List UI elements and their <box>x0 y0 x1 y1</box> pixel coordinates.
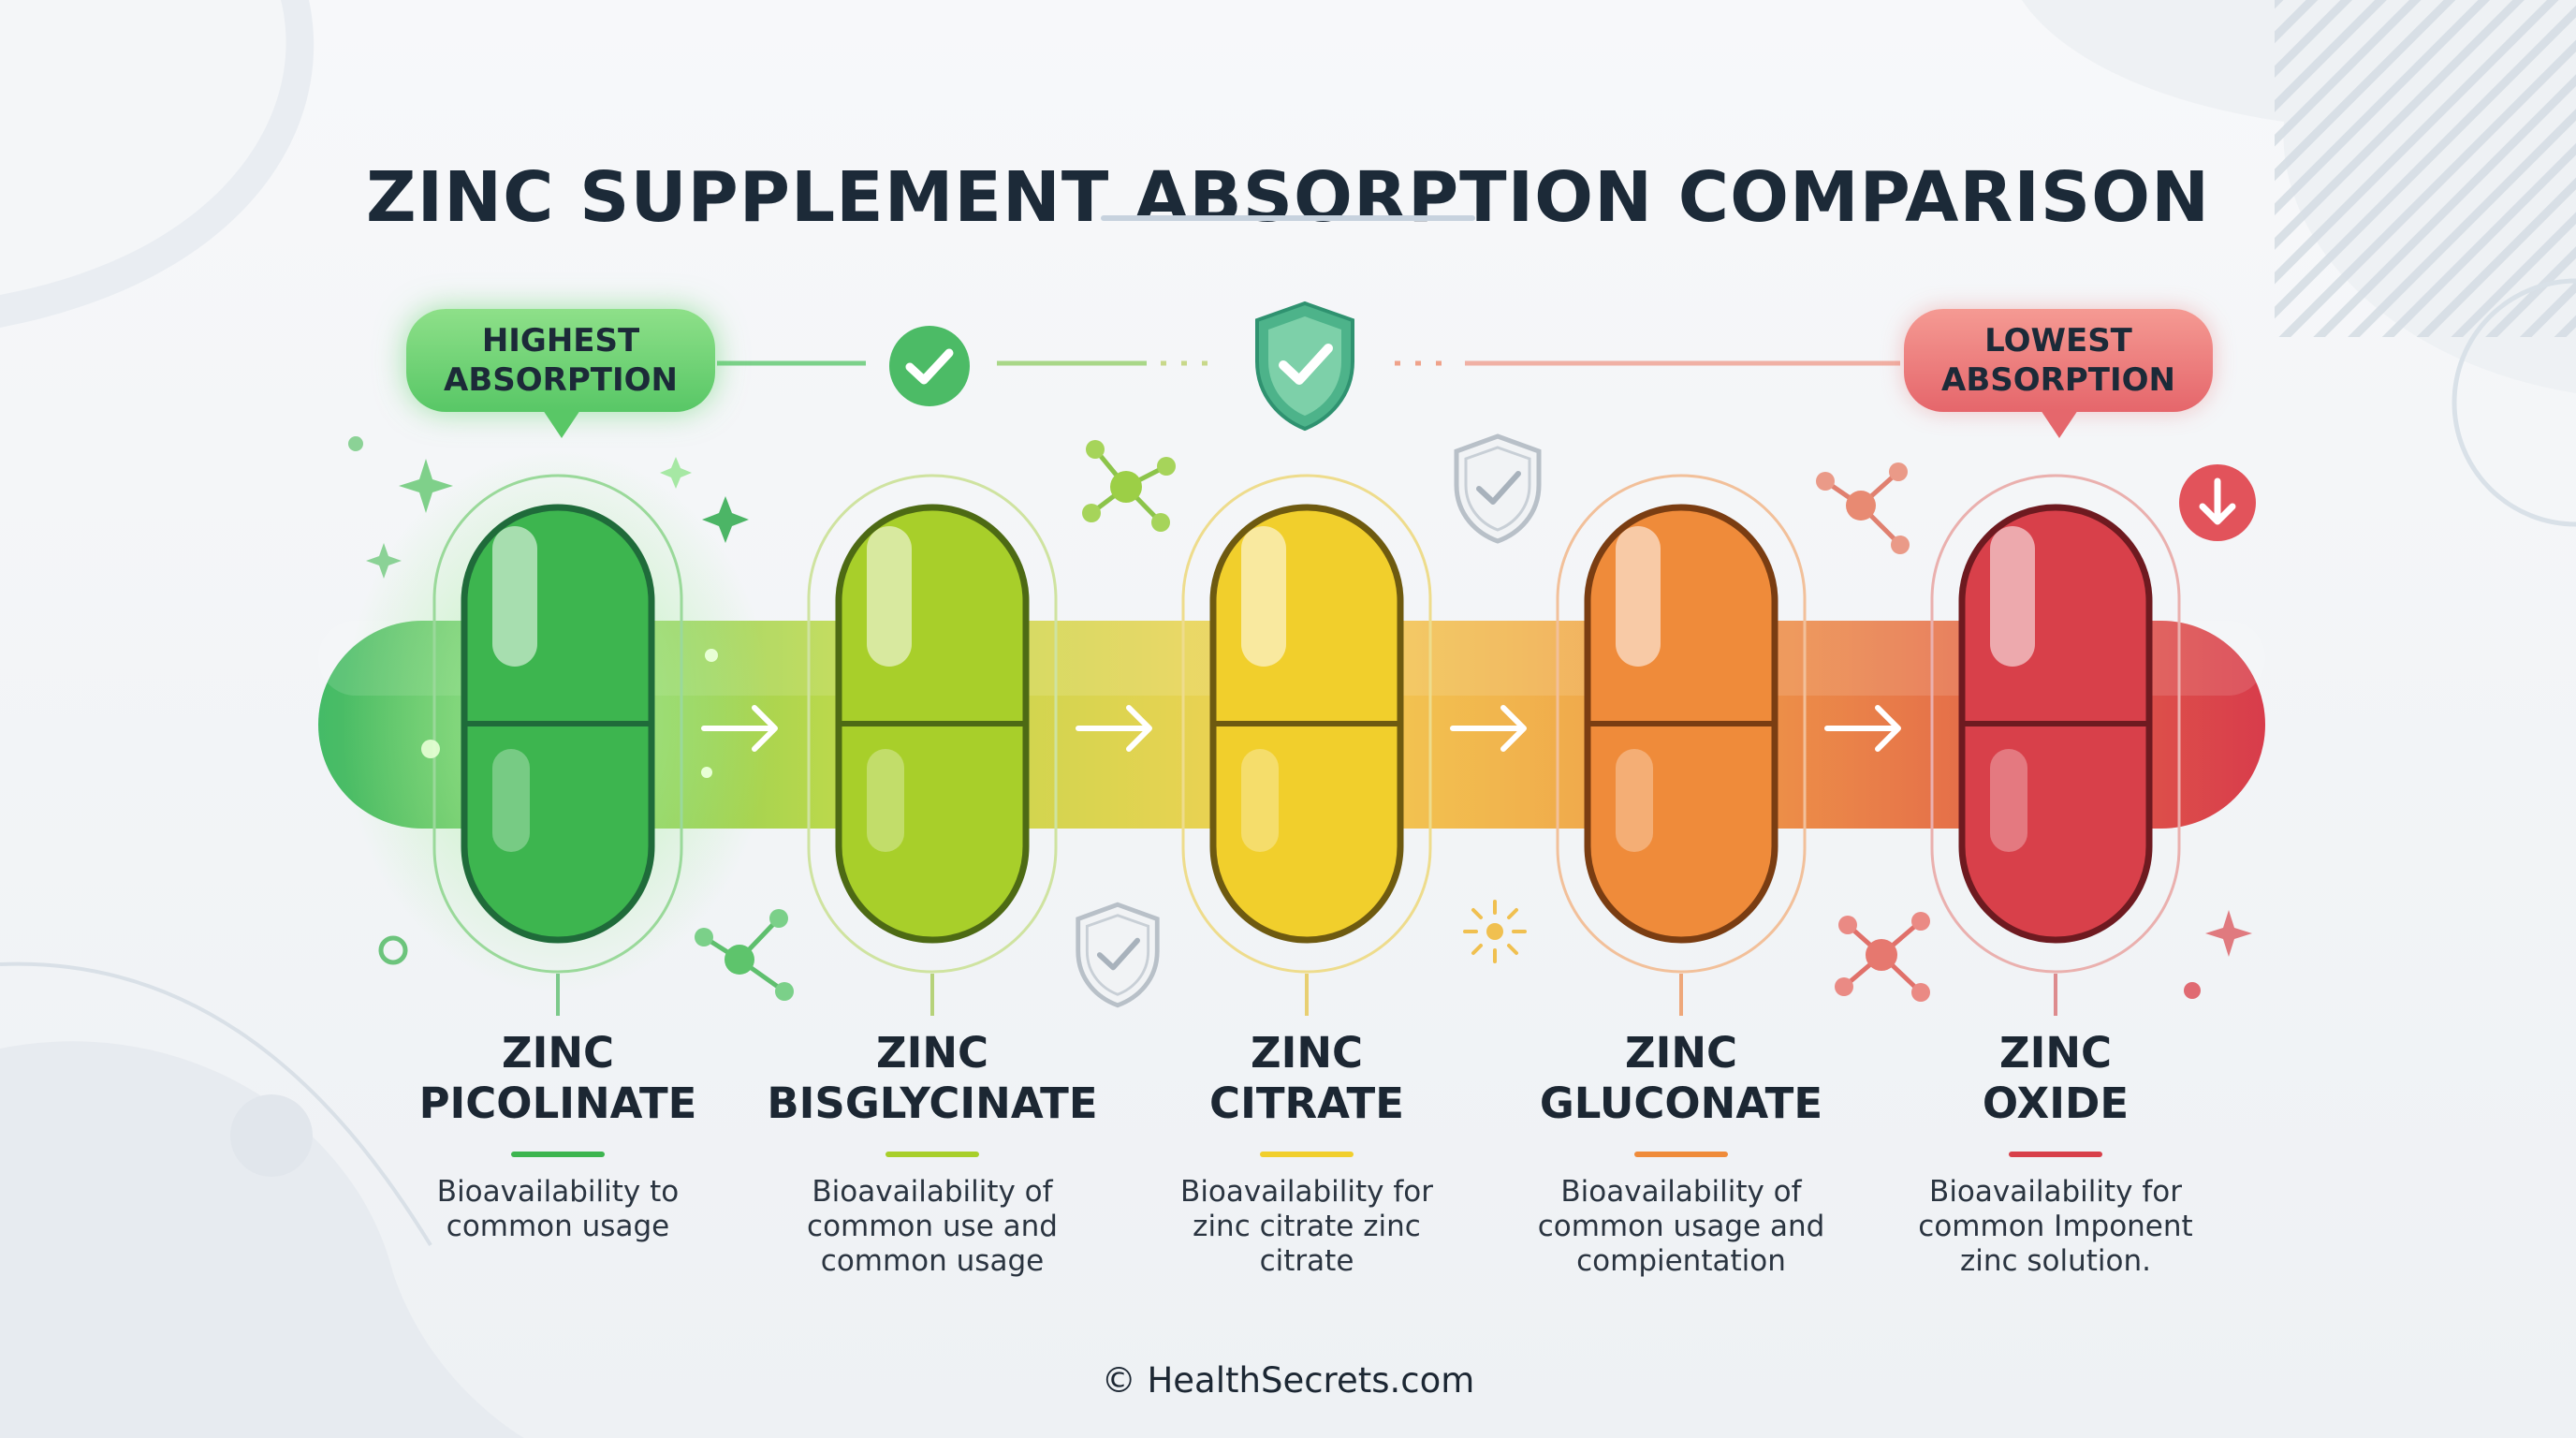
name-line: ZINC <box>1998 1028 2113 1078</box>
name-line: GLUCONATE <box>1539 1078 1823 1128</box>
title-underline <box>1101 215 1475 221</box>
desc-line: zinc citrate zinc <box>1193 1210 1421 1243</box>
molecule-icon <box>1816 462 1910 554</box>
copyright-footer: © HealthSecrets.com <box>1101 1360 1475 1401</box>
shield-outline-icon <box>1076 902 1160 1008</box>
desc-line: common use and <box>807 1210 1058 1243</box>
check-circle-icon <box>889 326 970 406</box>
supplement-name-picolinate: ZINC PICOLINATE <box>371 1028 745 1129</box>
supplement-description: Bioavailability of common use and common… <box>745 1175 1120 1279</box>
name-underline <box>886 1152 979 1157</box>
desc-line: Bioavailability of <box>812 1175 1053 1209</box>
down-arrow-circle-icon <box>2179 464 2256 541</box>
lowest-absorption-tag: LOWEST ABSORPTION <box>1904 309 2213 412</box>
capsule-zinc-oxide <box>1930 474 2181 974</box>
desc-line: common usage and <box>1537 1210 1825 1243</box>
arrow-right-icon <box>701 705 778 752</box>
supplement-description: Bioavailability to common usage <box>371 1175 745 1244</box>
supplement-name-bisglycinate: ZINC BISGLYCINATE <box>745 1028 1120 1129</box>
capsule-zinc-gluconate <box>1556 474 1807 974</box>
arrow-right-icon <box>1450 705 1527 752</box>
supplement-description: Bioavailability for common Imponent zinc… <box>1868 1175 2243 1279</box>
highest-tag-pointer <box>543 410 580 438</box>
name-line: PICOLINATE <box>418 1078 697 1128</box>
desc-line: Bioavailability for <box>1929 1175 2182 1209</box>
name-line: ZINC <box>501 1028 615 1078</box>
arrow-right-icon <box>1076 705 1152 752</box>
supplement-name-gluconate: ZINC GLUCONATE <box>1494 1028 1868 1129</box>
desc-line: common Imponent <box>1918 1210 2193 1243</box>
name-underline <box>1260 1152 1354 1157</box>
desc-line: Bioavailability of <box>1560 1175 1802 1209</box>
desc-line: common usage <box>820 1244 1045 1278</box>
name-line: ZINC <box>875 1028 989 1078</box>
supplement-description: Bioavailability for zinc citrate zinc ci… <box>1120 1175 1494 1279</box>
page-title: ZINC SUPPLEMENT ABSORPTION COMPARISON <box>365 156 2211 238</box>
molecule-icon <box>1835 912 1930 1002</box>
shield-outline-icon <box>1454 433 1542 544</box>
highest-tag-line-2: ABSORPTION <box>444 361 678 399</box>
name-underline <box>511 1152 605 1157</box>
desc-line: Bioavailability to <box>436 1175 680 1209</box>
name-line: CITRATE <box>1209 1078 1404 1128</box>
supplement-name-oxide: ZINC OXIDE <box>1868 1028 2243 1129</box>
highest-absorption-tag: HIGHEST ABSORPTION <box>406 309 715 412</box>
lowest-tag-line-2: ABSORPTION <box>1941 361 2175 399</box>
lowest-tag-pointer <box>2041 410 2078 438</box>
desc-line: zinc solution. <box>1959 1244 2152 1278</box>
capsule-zinc-bisglycinate <box>807 474 1058 974</box>
highest-tag-line-1: HIGHEST <box>481 322 640 360</box>
name-line: BISGLYCINATE <box>767 1078 1098 1128</box>
name-line: ZINC <box>1250 1028 1364 1078</box>
capsule-zinc-citrate <box>1181 474 1432 974</box>
shield-check-icon <box>1255 301 1354 432</box>
desc-line: Bioavailability for <box>1180 1175 1433 1209</box>
name-line: OXIDE <box>1982 1078 2130 1128</box>
name-underline <box>1634 1152 1728 1157</box>
name-line: ZINC <box>1624 1028 1738 1078</box>
supplement-name-citrate: ZINC CITRATE <box>1120 1028 1494 1129</box>
name-underline <box>2009 1152 2102 1157</box>
molecule-icon <box>1082 440 1176 532</box>
desc-line: common usage <box>446 1210 670 1243</box>
molecule-icon <box>695 909 794 1001</box>
lowest-tag-line-1: LOWEST <box>1984 322 2132 360</box>
capsule-zinc-picolinate <box>432 474 683 992</box>
arrow-right-icon <box>1824 705 1901 752</box>
desc-line: compientation <box>1576 1244 1786 1278</box>
desc-line: citrate <box>1259 1244 1354 1278</box>
supplement-description: Bioavailability of common usage and comp… <box>1494 1175 1868 1279</box>
